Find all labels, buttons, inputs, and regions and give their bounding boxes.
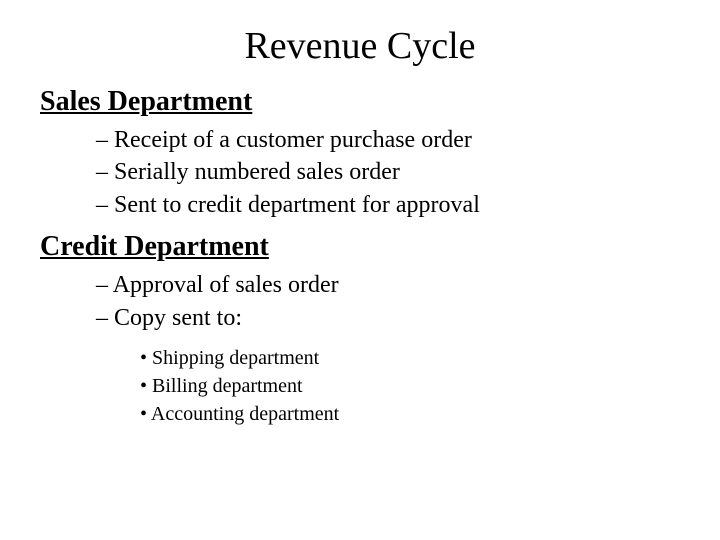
section-heading-sales: Sales Department	[40, 86, 680, 118]
credit-bullet-list: Shipping department Billing department A…	[140, 344, 680, 428]
list-item: Billing department	[140, 372, 680, 400]
list-item: Shipping department	[140, 344, 680, 372]
list-item: Receipt of a customer purchase order	[96, 124, 680, 156]
page-title: Revenue Cycle	[40, 24, 680, 68]
sales-dash-list: Receipt of a customer purchase order Ser…	[96, 124, 680, 221]
credit-dash-list: Approval of sales order Copy sent to:	[96, 269, 680, 334]
list-item: Copy sent to:	[96, 302, 680, 334]
list-item: Sent to credit department for approval	[96, 189, 680, 221]
list-item: Accounting department	[140, 400, 680, 428]
list-item: Serially numbered sales order	[96, 156, 680, 188]
list-item: Approval of sales order	[96, 269, 680, 301]
section-heading-credit: Credit Department	[40, 231, 680, 263]
section-credit: Credit Department Approval of sales orde…	[40, 231, 680, 428]
section-sales: Sales Department Receipt of a customer p…	[40, 86, 680, 221]
